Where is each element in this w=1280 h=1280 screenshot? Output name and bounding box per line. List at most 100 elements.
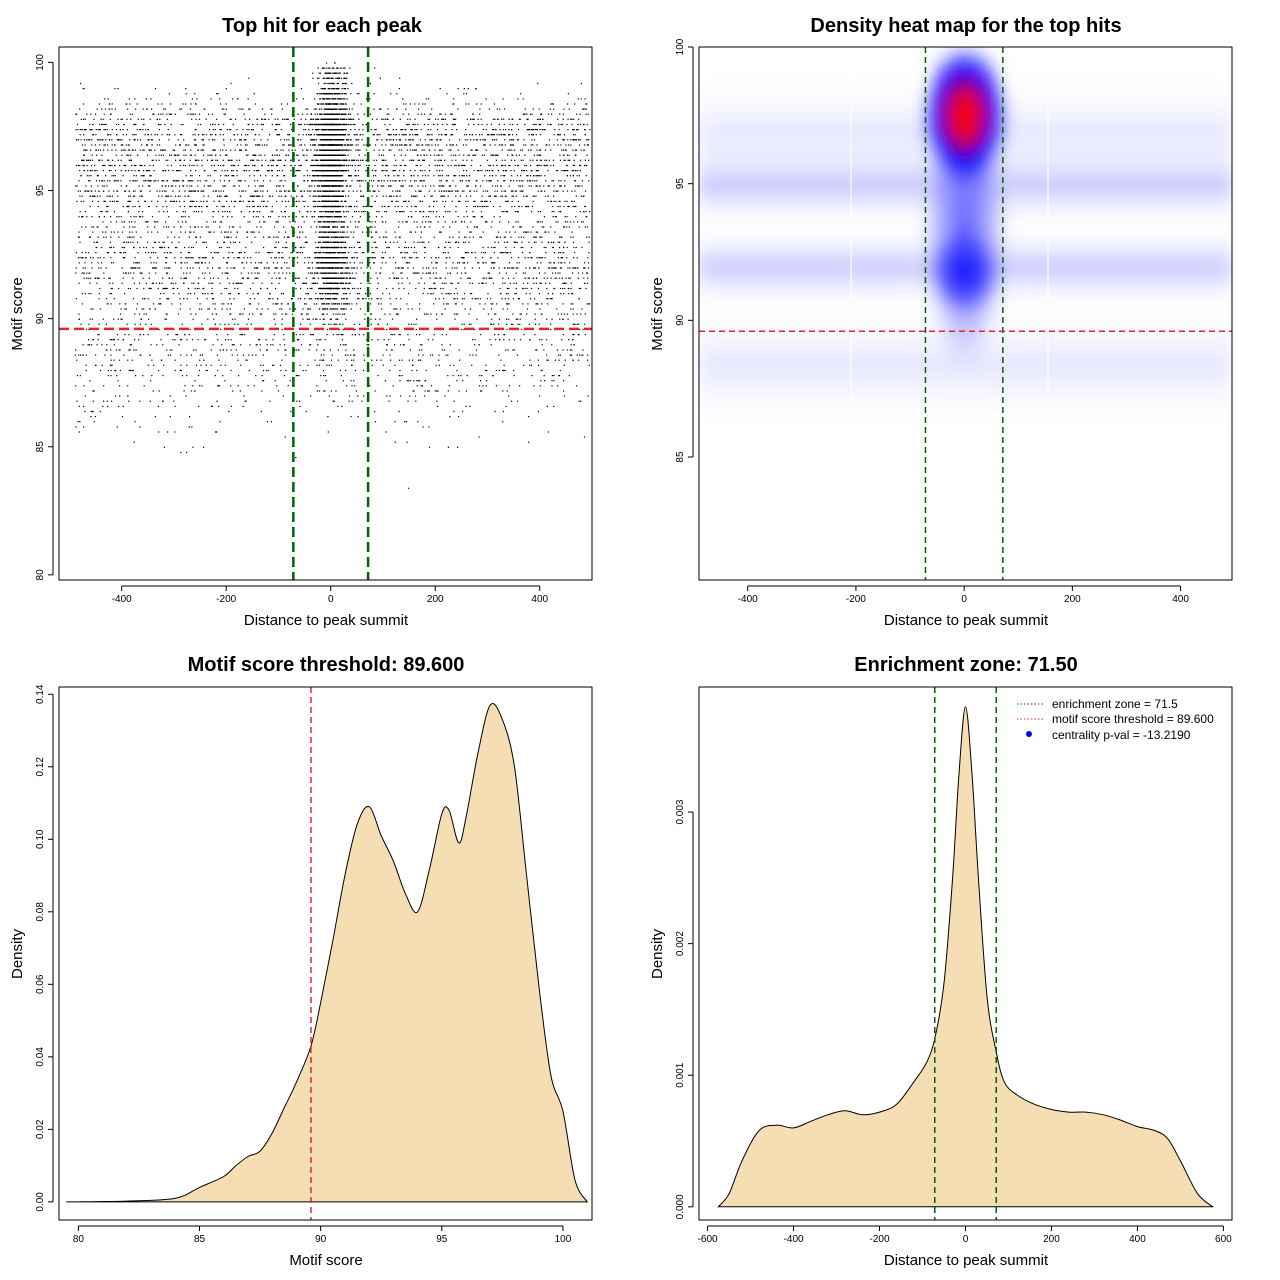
scatter-point: [512, 267, 514, 269]
scatter-point: [501, 298, 503, 300]
scatter-point: [224, 231, 226, 233]
scatter-point: [438, 364, 440, 366]
scatter-point: [186, 262, 188, 264]
scatter-point: [553, 262, 555, 264]
scatter-point: [559, 159, 562, 161]
scatter-point: [369, 205, 371, 208]
scatter-point: [421, 349, 423, 351]
scatter-point: [408, 185, 410, 187]
scatter-point: [482, 144, 485, 146]
scatter-point: [280, 267, 282, 269]
scatter-point: [409, 282, 411, 284]
scatter-point: [121, 282, 123, 284]
scatter-point: [162, 149, 164, 151]
scatter-point: [579, 170, 581, 172]
scatter-point: [297, 339, 299, 341]
scatter-point: [198, 267, 200, 269]
scatter-point: [417, 257, 419, 259]
scatter-point: [535, 231, 537, 233]
scatter-point: [546, 359, 548, 361]
scatter-point: [357, 139, 360, 141]
scatter-point: [99, 287, 101, 290]
scatter-point: [489, 339, 491, 341]
scatter-point: [127, 385, 129, 387]
scatter-point: [463, 164, 465, 167]
scatter-point: [340, 334, 342, 336]
scatter-point: [474, 298, 476, 300]
scatter-point: [459, 200, 461, 202]
scatter-point: [435, 272, 437, 274]
scatter-point: [158, 211, 160, 213]
scatter-point: [530, 257, 532, 259]
scatter-point: [551, 375, 553, 377]
scatter-point: [154, 88, 157, 90]
scatter-point: [449, 144, 451, 146]
scatter-point: [524, 113, 526, 115]
scatter-point: [468, 103, 470, 105]
scatter-point: [493, 252, 495, 254]
scatter-point: [126, 205, 128, 208]
scatter-point: [500, 293, 502, 295]
scatter-point: [90, 257, 92, 259]
scatter-point: [345, 318, 347, 320]
scatter-point: [576, 313, 578, 315]
scatter-point: [194, 129, 196, 131]
scatter-point: [217, 339, 219, 341]
scatter-point: [541, 369, 543, 372]
scatter-point: [419, 380, 421, 382]
scatter-point: [245, 149, 248, 151]
scatter-point: [132, 241, 134, 243]
scatter-point: [147, 252, 150, 254]
scatter-point: [452, 134, 454, 136]
scatter-point: [179, 200, 181, 202]
scatter-point: [376, 359, 378, 361]
scatter-point: [210, 252, 212, 254]
scatter-point: [153, 113, 155, 115]
scatter-point: [405, 164, 407, 167]
scatter-point: [481, 205, 483, 208]
scatter-point: [95, 113, 97, 115]
scatter-point: [227, 339, 229, 341]
scatter-point: [400, 395, 402, 397]
scatter-point: [123, 354, 125, 356]
scatter-point: [581, 185, 583, 187]
scatter-point: [282, 149, 284, 151]
scatter-point: [458, 349, 460, 351]
scatter-point: [166, 298, 168, 300]
scatter-point: [449, 236, 451, 238]
scatter-point: [577, 221, 579, 223]
scatter-point: [103, 164, 105, 167]
scatter-point: [566, 257, 568, 259]
scatter-point: [119, 139, 121, 141]
scatter-point: [429, 139, 431, 141]
scatter-point: [111, 159, 114, 161]
scatter-point: [125, 144, 127, 146]
scatter-point: [256, 118, 259, 120]
scatter-point: [473, 226, 475, 228]
scatter-point: [344, 257, 346, 259]
scatter-point: [477, 205, 479, 208]
scatter-point: [169, 103, 172, 105]
scatter-point: [154, 416, 156, 418]
scatter-point: [486, 369, 488, 372]
scatter-point: [575, 139, 577, 141]
scatter-point: [372, 185, 374, 187]
scatter-point: [456, 380, 458, 382]
scatter-point: [256, 267, 259, 269]
scatter-point: [122, 149, 124, 151]
scatter-point: [469, 277, 471, 279]
scatter-point: [326, 364, 328, 366]
scatter-point: [312, 144, 315, 146]
scatter-point: [183, 390, 185, 392]
scatter-point: [101, 211, 103, 213]
scatter-point: [269, 293, 271, 295]
scatter-point: [560, 185, 562, 187]
scatter-point: [576, 129, 578, 131]
scatter-point: [138, 170, 140, 172]
scatter-point: [454, 298, 456, 300]
scatter-point: [512, 349, 514, 351]
scatter-point: [433, 287, 435, 290]
scatter-point: [256, 180, 259, 182]
scatter-point: [400, 129, 402, 131]
scatter-point: [311, 334, 313, 336]
